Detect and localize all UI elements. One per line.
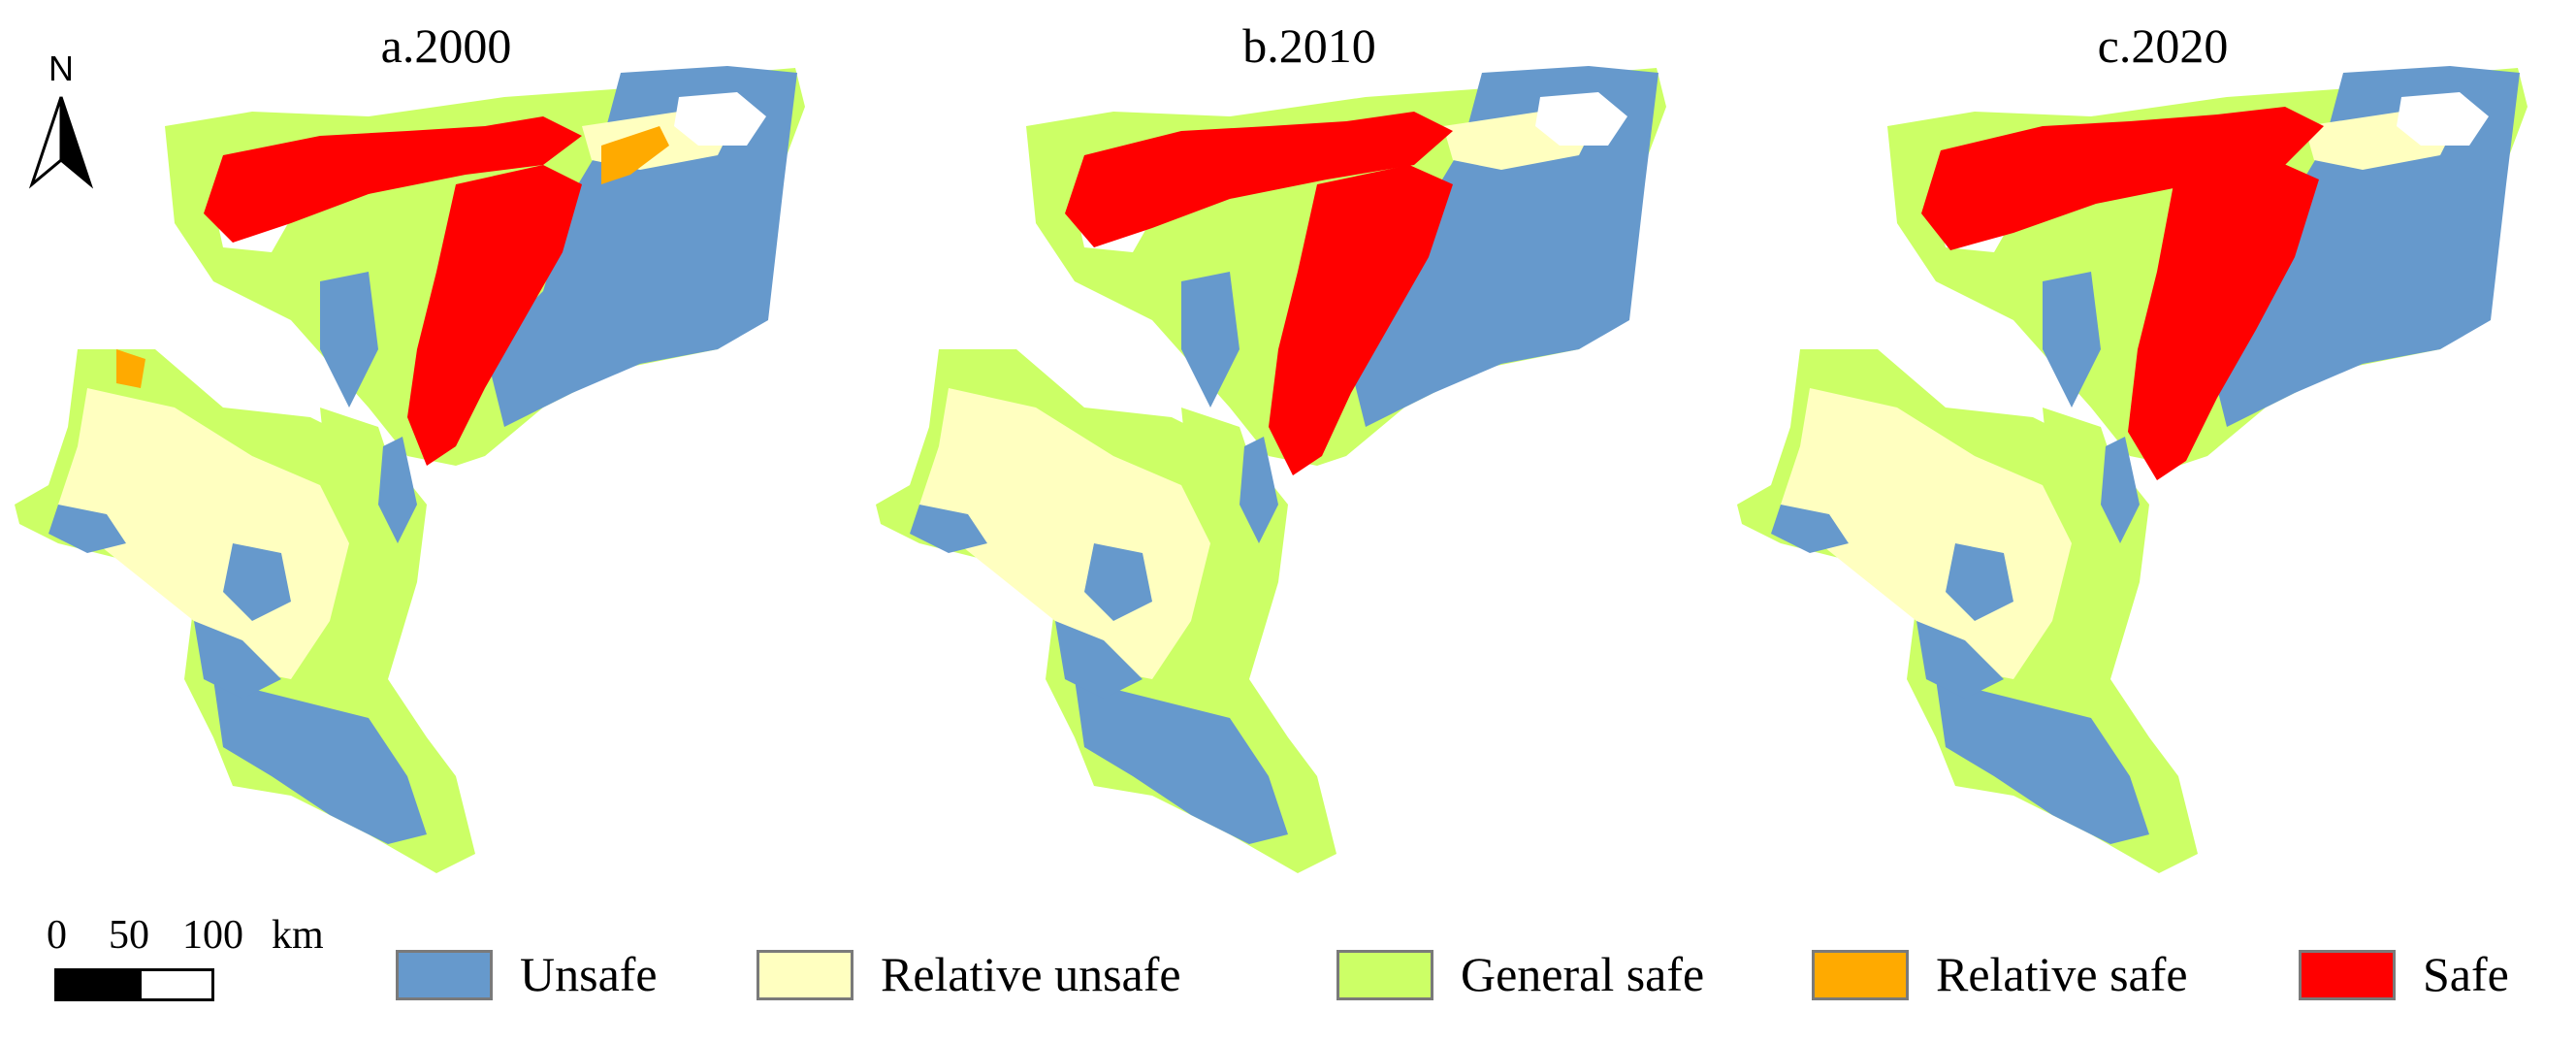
scale-label-50: 50	[109, 913, 149, 958]
legend-label: Relative unsafe	[881, 947, 1181, 1001]
north-arrow-letter: N	[48, 49, 74, 88]
scale-bar-white-segment	[139, 968, 214, 1001]
map-2000	[15, 66, 805, 873]
scale-bar-black-segment	[54, 968, 142, 1001]
legend-swatch	[1812, 950, 1909, 1000]
map-2020	[1737, 66, 2528, 873]
panel-title-2010: b.2010	[1242, 18, 1376, 73]
panel-title-2020: c.2020	[2097, 18, 2229, 73]
legend-swatch	[396, 950, 493, 1000]
legend-label: Unsafe	[520, 947, 658, 1001]
scale-label-100: 100	[182, 913, 243, 958]
scale-unit: km	[272, 913, 324, 958]
north-arrow-icon	[28, 96, 94, 189]
panel-title-2000: a.2000	[380, 18, 512, 73]
map-2010	[876, 66, 1666, 873]
legend-label: Safe	[2423, 947, 2509, 1001]
legend-swatch	[1336, 950, 1433, 1000]
legend-swatch	[2299, 950, 2396, 1000]
scale-label-0: 0	[47, 913, 67, 958]
safe-zones-2010	[1065, 112, 1453, 475]
safe-zones-2000	[116, 116, 669, 466]
legend-label: Relative safe	[1936, 947, 2188, 1001]
safe-zones-2020	[1921, 107, 2324, 480]
legend-label: General safe	[1461, 947, 1705, 1001]
legend-swatch	[757, 950, 853, 1000]
